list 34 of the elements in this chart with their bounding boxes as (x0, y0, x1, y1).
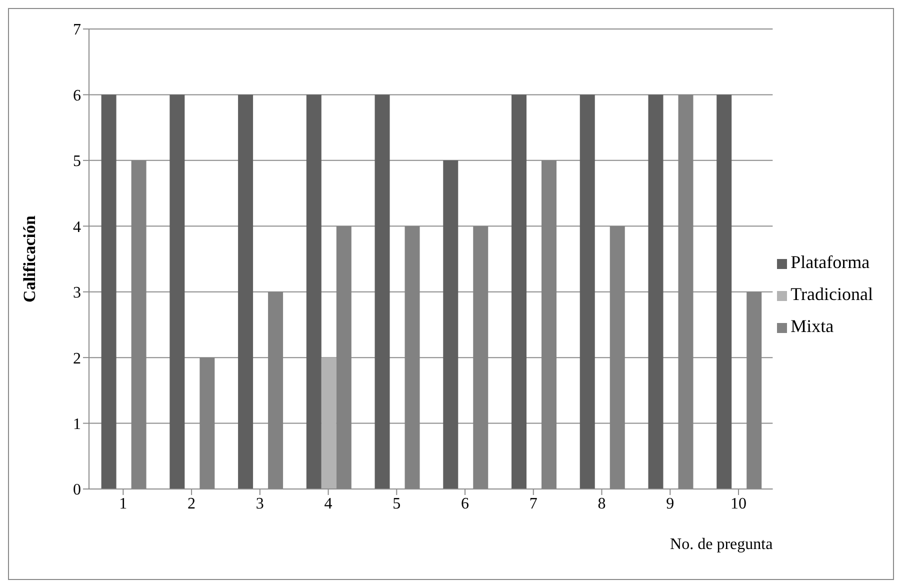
bar (716, 94, 732, 489)
legend-label: Plataforma (790, 252, 870, 272)
x-tick-label: 10 (730, 495, 746, 512)
x-tick-label: 3 (256, 495, 264, 512)
y-tick-label: 4 (73, 218, 81, 236)
bar (580, 94, 595, 489)
x-axis-title: No. de pregunta (670, 536, 773, 553)
bar (374, 94, 390, 489)
x-tick-label: 8 (598, 495, 606, 512)
legend-label: Mixta (790, 316, 834, 336)
x-tick-label: 1 (119, 495, 128, 512)
bar (648, 94, 664, 489)
bar (101, 94, 116, 489)
y-tick-label: 0 (73, 482, 81, 499)
x-tick-label: 6 (461, 495, 470, 512)
x-tick-label: 9 (666, 495, 674, 512)
x-tick-label: 7 (529, 495, 538, 512)
x-tick-label: 2 (188, 495, 196, 512)
bar (170, 94, 185, 489)
x-tick-label: 4 (324, 495, 332, 512)
bar (512, 94, 527, 489)
bar (306, 94, 322, 489)
bar (443, 160, 458, 489)
y-tick-label: 2 (73, 350, 81, 368)
bar (321, 358, 336, 489)
legend-label: Tradicional (790, 284, 873, 304)
y-tick-label: 7 (73, 22, 81, 39)
x-tick-label: 5 (392, 495, 401, 512)
bar (238, 94, 254, 489)
y-tick-label: 1 (73, 416, 81, 433)
y-tick-label: 6 (73, 87, 81, 104)
y-axis-title: Calificación (20, 215, 40, 302)
y-tick-label: 5 (73, 153, 81, 170)
y-tick-label: 3 (73, 284, 81, 302)
